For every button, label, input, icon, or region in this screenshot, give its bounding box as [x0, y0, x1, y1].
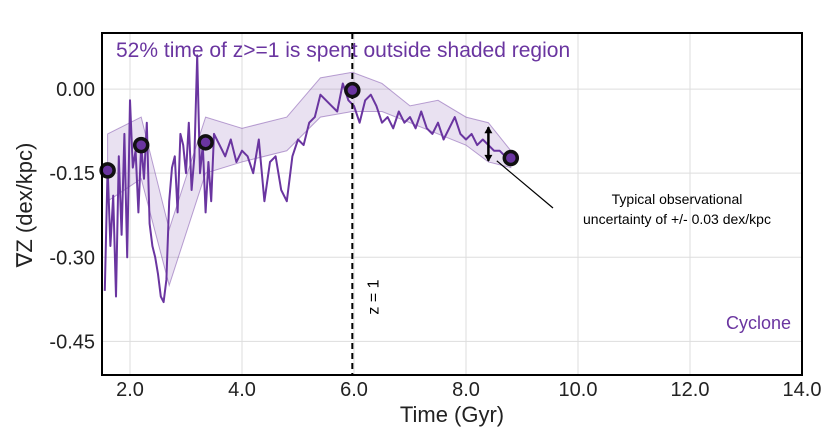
- series-line-layer: [103, 54, 511, 304]
- y-tick-label: -0.45: [49, 331, 95, 353]
- y-axis-label: ∇Z (dex/kpc): [12, 143, 37, 269]
- x-tick-label: 2.0: [116, 379, 144, 401]
- x-tick-label: 4.0: [228, 379, 256, 401]
- y-tick-label: 0.00: [56, 79, 95, 101]
- error-bar-layer: [484, 126, 493, 162]
- x-axis-label: Time (Gyr): [400, 402, 504, 427]
- shaded-region-layer: [107, 71, 512, 288]
- marker-layer: [99, 81, 520, 179]
- x-tick-layer: 2.0 4.0 6.0 8.0 10.0 12.0 14.0: [116, 379, 821, 401]
- redshift-label: z = 1: [365, 279, 382, 314]
- y-tick-label: -0.30: [49, 247, 95, 269]
- shaded-region: [107, 71, 512, 288]
- x-tick-label: 8.0: [452, 379, 480, 401]
- annotation-layer: [496, 160, 554, 209]
- series-line-cyclone: [103, 54, 511, 304]
- x-tick-label: 14.0: [783, 379, 822, 401]
- snapshot-marker: [197, 134, 214, 151]
- snapshot-marker: [99, 162, 116, 179]
- annotation-connector: [496, 160, 554, 209]
- uncertainty-note-line-2: uncertainty of +/- 0.03 dex/kpc: [583, 211, 771, 227]
- snapshot-marker: [132, 136, 150, 154]
- y-tick-layer: 0.00 -0.15 -0.30 -0.45: [49, 79, 95, 353]
- chart-title: 52% time of z>=1 is spent outside shaded…: [116, 39, 570, 62]
- y-tick-label: -0.15: [49, 163, 95, 185]
- snapshot-marker: [502, 149, 520, 167]
- x-tick-label: 12.0: [671, 379, 710, 401]
- x-tick-label: 6.0: [340, 379, 368, 401]
- legend-label: Cyclone: [726, 313, 791, 333]
- x-tick-label: 10.0: [559, 379, 598, 401]
- error-bar-cap-bottom: [484, 154, 493, 162]
- uncertainty-note-line-1: Typical observational: [612, 191, 743, 207]
- plot-frame: [101, 32, 803, 376]
- snapshot-marker: [344, 81, 361, 99]
- error-bar-cap-top: [484, 126, 493, 134]
